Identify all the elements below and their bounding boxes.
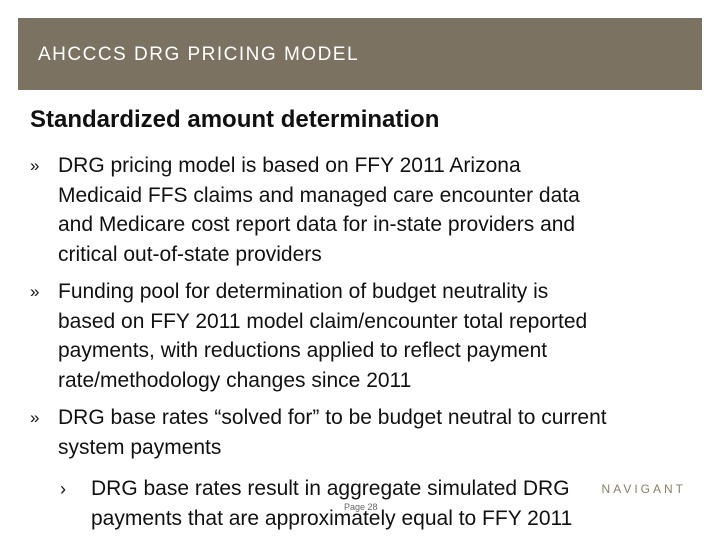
- section-heading: Standardized amount determination: [30, 106, 440, 133]
- sub-bullet-line: DRG base rates result in aggregate simul…: [91, 477, 570, 500]
- sub-bullet-text: DRG base rates result in aggregate simul…: [91, 474, 700, 534]
- bullet-line: DRG pricing model is based on FFY 2011 A…: [58, 154, 521, 177]
- bullet-text: DRG pricing model is based on FFY 2011 A…: [58, 151, 700, 269]
- sub-bullet-line: payments that are approximately equal to…: [91, 507, 573, 530]
- bullet-line: critical out-of-state providers: [58, 242, 322, 266]
- bullet-item: » Funding pool for determination of budg…: [30, 277, 700, 395]
- sub-bullet-marker: ›: [60, 479, 66, 499]
- bullet-line: DRG base rates “solved for” to be budget…: [58, 406, 607, 429]
- sub-bullet-item: › DRG base rates result in aggregate sim…: [60, 474, 700, 534]
- bullet-marker: »: [30, 408, 40, 427]
- bullet-line: based on FFY 2011 model claim/encounter …: [58, 309, 588, 333]
- bullet-marker: »: [30, 156, 40, 175]
- bullet-line: and Medicare cost report data for in-sta…: [58, 213, 576, 236]
- bullet-line: payments, with reductions applied to ref…: [58, 339, 548, 362]
- header-bar: AHCCCS DRG PRICING MODEL: [18, 18, 702, 90]
- bullet-line: system payments: [58, 435, 222, 459]
- bullet-marker: »: [30, 282, 40, 301]
- bullet-line: Medicaid FFS claims and managed care enc…: [58, 183, 580, 207]
- bullet-text: DRG base rates “solved for” to be budget…: [58, 403, 700, 462]
- navigant-logo: NAVIGANT: [601, 482, 686, 496]
- bullet-item: » DRG pricing model is based on FFY 2011…: [30, 151, 700, 269]
- slide-title: AHCCCS DRG PRICING MODEL: [38, 44, 360, 65]
- bullet-text: Funding pool for determination of budget…: [58, 277, 700, 395]
- page-number: Page 28: [344, 502, 378, 512]
- bullet-item: » DRG base rates “solved for” to be budg…: [30, 403, 700, 462]
- bullet-line: Funding pool for determination of budget…: [58, 280, 549, 303]
- bullet-line: rate/methodology changes since 2011: [58, 368, 412, 392]
